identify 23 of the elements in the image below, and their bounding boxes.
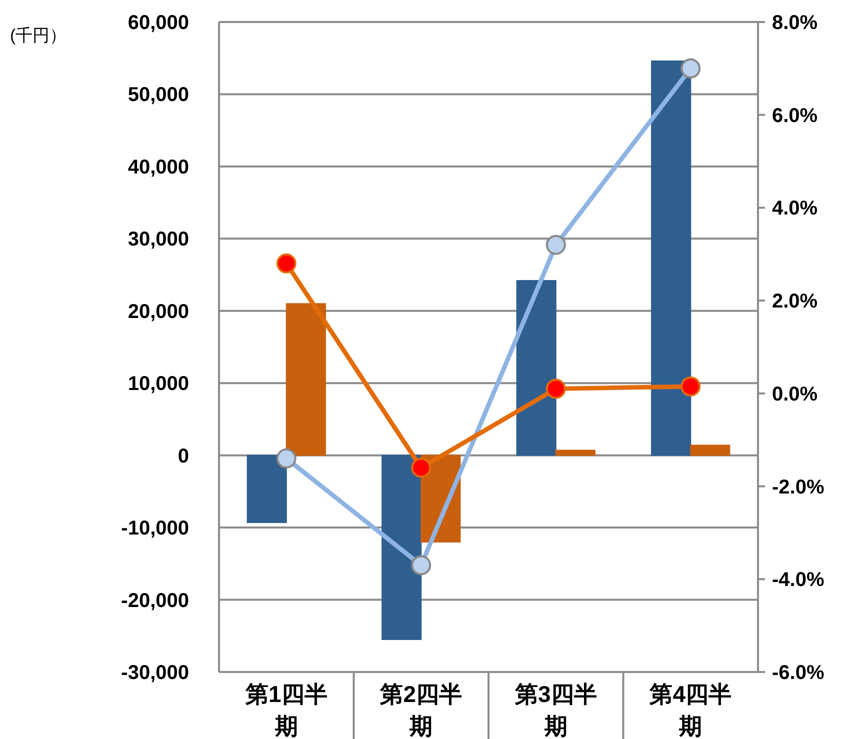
y-tick-label: -10,000	[121, 518, 189, 540]
x-tick-label: 第1四半期	[244, 681, 328, 739]
y-tick-label: -30,000	[121, 662, 189, 684]
y2-tick-label: 0.0%	[772, 383, 818, 406]
y-tick-label: 50,000	[128, 84, 189, 106]
x-tick-label: 第4四半期	[648, 681, 732, 739]
y-axis-title: (千円）	[10, 26, 67, 45]
y2-tick-label: 4.0%	[772, 198, 818, 220]
y-tick-label: 40,000	[128, 156, 189, 178]
y2-tick-label: -4.0%	[772, 569, 824, 592]
y-tick-label: 10,000	[128, 373, 189, 396]
y2-tick-label: 6.0%	[772, 104, 818, 127]
y-tick-label: 20,000	[128, 300, 189, 323]
y2-tick-label: -6.0%	[772, 662, 824, 684]
y2-tick-label: -2.0%	[772, 476, 824, 498]
y2-tick-label: 8.0%	[772, 12, 818, 34]
x-tick-label: 第2四半期	[379, 681, 462, 739]
y-tick-label: 0	[178, 445, 189, 468]
y-tick-label: 30,000	[128, 228, 189, 251]
y2-tick-label: 2.0%	[772, 290, 818, 313]
x-tick-label: 第3四半期	[514, 681, 597, 739]
y-tick-label: -20,000	[121, 590, 189, 612]
y-tick-label: 60,000	[128, 12, 189, 34]
